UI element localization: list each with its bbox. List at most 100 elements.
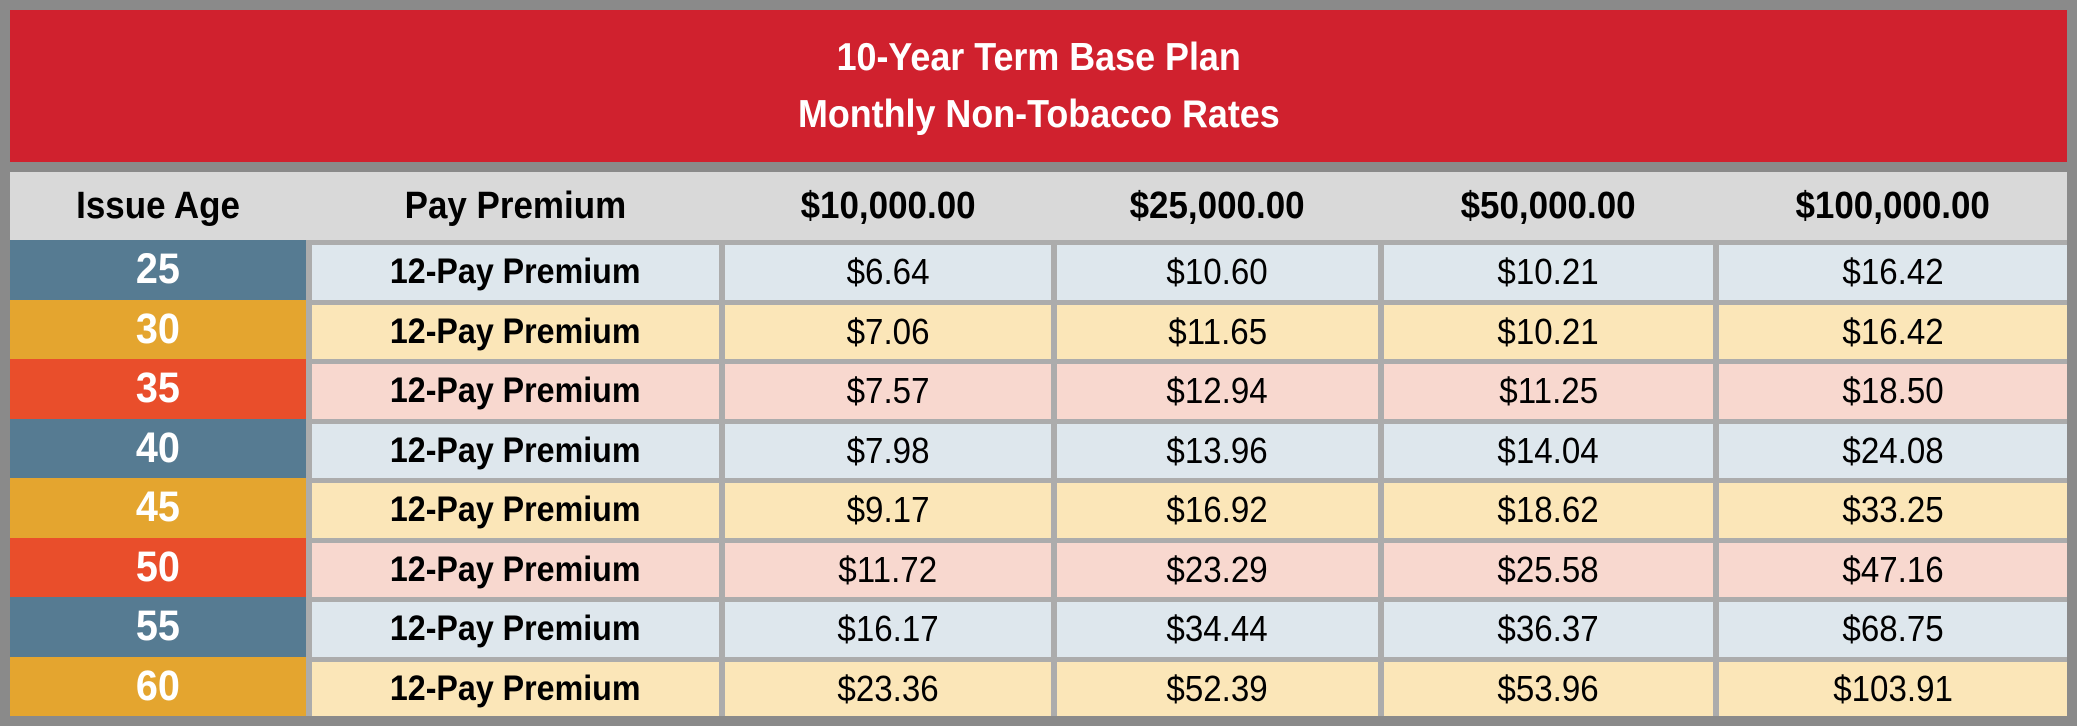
rate-value: $6.64 [846, 251, 930, 293]
rate-value: $16.42 [1842, 251, 1944, 293]
issue-age-value: 40 [135, 423, 181, 472]
rate-value: $16.42 [1842, 310, 1944, 352]
rate-cell: $68.75 [1719, 602, 2067, 657]
rate-value: $23.29 [1166, 548, 1269, 590]
rate-cell: $33.25 [1719, 483, 2067, 538]
issue-age-value: 25 [135, 245, 181, 294]
rate-value: $103.91 [1833, 667, 1953, 709]
table-row: 55 12-Pay Premium $16.17 $34.44 $36.37 $68.75 [10, 597, 2067, 657]
rate-cell: $52.39 [1057, 661, 1378, 716]
rate-value: $7.98 [846, 429, 930, 471]
rate-cell: $7.06 [725, 304, 1051, 359]
rate-cell: $47.16 [1719, 542, 2067, 597]
rate-value: $10.21 [1497, 251, 1600, 293]
title-line-2: Monthly Non-Tobacco Rates [777, 86, 1301, 143]
column-header: $50,000.00 [1384, 185, 1713, 228]
issue-age-value: 50 [135, 542, 181, 591]
issue-age-value: 55 [135, 602, 181, 651]
rate-value: $24.08 [1842, 429, 1944, 471]
column-header: $100,000.00 [1719, 185, 2067, 228]
rate-value: $18.62 [1497, 489, 1600, 531]
rate-cell: $11.25 [1384, 364, 1713, 419]
rate-value: $33.25 [1842, 489, 1944, 531]
premium-type-cell: 12-Pay Premium [312, 245, 719, 300]
rate-table: Issue Age Pay Premium $10,000.00 $25,000.00… [10, 172, 2067, 716]
issue-age-cell: 50 [10, 537, 306, 597]
premium-type-label: 12-Pay Premium [390, 252, 641, 292]
premium-type-cell: 12-Pay Premium [312, 423, 719, 478]
premium-type-label: 12-Pay Premium [390, 371, 641, 411]
column-header: $25,000.00 [1057, 185, 1378, 228]
premium-type-label: 12-Pay Premium [390, 668, 641, 708]
column-header-text: Issue Age [76, 184, 240, 227]
issue-age-cell: 40 [10, 418, 306, 478]
rate-value: $12.94 [1166, 370, 1269, 412]
title-line-2-text: Monthly Non-Tobacco Rates [797, 93, 1280, 136]
premium-type-cell: 12-Pay Premium [312, 364, 719, 419]
table-row: 25 12-Pay Premium $6.64 $10.60 $10.21 $16.42 [10, 240, 2067, 300]
rate-value: $68.75 [1842, 608, 1944, 650]
column-header-text: $50,000.00 [1461, 184, 1636, 227]
table-row: 45 12-Pay Premium $9.17 $16.92 $18.62 $33.25 [10, 478, 2067, 538]
rate-cell: $10.21 [1384, 245, 1713, 300]
issue-age-cell: 45 [10, 478, 306, 538]
title-line-1: 10-Year Term Base Plan [819, 29, 1258, 86]
rate-cell: $9.17 [725, 483, 1051, 538]
rate-cell: $16.42 [1719, 304, 2067, 359]
rate-cell: $23.29 [1057, 542, 1378, 597]
issue-age-value: 35 [135, 364, 181, 413]
rate-value: $16.17 [837, 608, 939, 650]
rate-cell: $10.21 [1384, 304, 1713, 359]
rate-cell: $7.57 [725, 364, 1051, 419]
issue-age-cell: 35 [10, 359, 306, 419]
table-header-row: Issue Age Pay Premium $10,000.00 $25,000.00… [10, 172, 2067, 240]
title-line-1-text: 10-Year Term Base Plan [836, 36, 1241, 79]
column-header-text: $100,000.00 [1795, 184, 1991, 227]
premium-type-cell: 12-Pay Premium [312, 304, 719, 359]
rate-value: $18.50 [1842, 370, 1944, 412]
premium-type-cell: 12-Pay Premium [312, 542, 719, 597]
rate-cell: $23.36 [725, 661, 1051, 716]
rate-value: $47.16 [1842, 548, 1944, 590]
rate-cell: $18.62 [1384, 483, 1713, 538]
premium-type-label: 12-Pay Premium [390, 430, 641, 470]
rate-value: $10.60 [1166, 251, 1269, 293]
rate-cell: $16.92 [1057, 483, 1378, 538]
rate-cell: $10.60 [1057, 245, 1378, 300]
rate-value: $23.36 [837, 667, 939, 709]
issue-age-cell: 60 [10, 656, 306, 716]
rate-value: $36.37 [1497, 608, 1600, 650]
rate-cell: $11.72 [725, 542, 1051, 597]
rate-cell: $16.17 [725, 602, 1051, 657]
rate-value: $53.96 [1497, 667, 1600, 709]
column-header: $10,000.00 [725, 185, 1051, 228]
premium-type-label: 12-Pay Premium [390, 609, 641, 649]
rate-cell: $12.94 [1057, 364, 1378, 419]
issue-age-cell: 55 [10, 597, 306, 657]
column-header-text: $25,000.00 [1130, 184, 1305, 227]
rate-value: $9.17 [846, 489, 930, 531]
rate-value: $14.04 [1497, 429, 1600, 471]
rate-value: $13.96 [1166, 429, 1269, 471]
column-header: Pay Premium [312, 185, 719, 228]
column-header-text: Pay Premium [404, 184, 627, 227]
rate-cell: $18.50 [1719, 364, 2067, 419]
rate-value: $11.65 [1168, 310, 1267, 352]
rate-cell: $14.04 [1384, 423, 1713, 478]
issue-age-value: 45 [135, 483, 181, 532]
table-row: 40 12-Pay Premium $7.98 $13.96 $14.04 $24.08 [10, 418, 2067, 478]
rate-cell: $24.08 [1719, 423, 2067, 478]
rate-cell: $36.37 [1384, 602, 1713, 657]
column-header-text: $10,000.00 [800, 184, 976, 227]
premium-type-cell: 12-Pay Premium [312, 661, 719, 716]
issue-age-value: 30 [135, 304, 181, 353]
rate-cell: $13.96 [1057, 423, 1378, 478]
table-row: 50 12-Pay Premium $11.72 $23.29 $25.58 $47.16 [10, 537, 2067, 597]
rate-cell: $25.58 [1384, 542, 1713, 597]
rate-value: $52.39 [1166, 667, 1269, 709]
rate-cell: $103.91 [1719, 661, 2067, 716]
rate-cell: $7.98 [725, 423, 1051, 478]
rate-value: $16.92 [1166, 489, 1269, 531]
premium-type-cell: 12-Pay Premium [312, 483, 719, 538]
